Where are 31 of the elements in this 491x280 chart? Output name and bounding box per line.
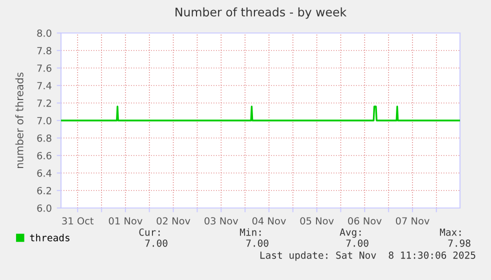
y-tick-label: 6.6 <box>37 152 52 160</box>
x-tick-label: 01 Nov <box>108 217 142 225</box>
y-tick-label: 6.4 <box>37 169 52 177</box>
y-tick-label: 6.0 <box>37 204 52 212</box>
y-tick-label: 7.4 <box>37 82 52 90</box>
x-tick-label: 02 Nov <box>156 217 190 225</box>
text: Last update: Sat Nov 8 11:30:06 2025 <box>260 251 476 261</box>
text: 7.00 <box>346 239 368 247</box>
x-tick-label: 06 Nov <box>348 217 382 225</box>
text: Cur: <box>139 228 160 236</box>
y-tick-label: 7.6 <box>37 64 52 72</box>
text: 7.98 <box>448 239 470 247</box>
x-tick-label: 07 Nov <box>396 217 430 225</box>
y-tick-label: 7.2 <box>37 99 51 107</box>
x-tick-label: 03 Nov <box>204 217 238 225</box>
x-tick-label: 05 Nov <box>300 217 334 225</box>
y-axis-title: number of threads <box>15 72 24 168</box>
text: 7.00 <box>246 239 268 247</box>
chart-title: Number of threads - by week <box>176 7 347 19</box>
text: Avg: <box>340 228 361 238</box>
y-tick-label: 6.8 <box>37 134 52 142</box>
y-tick-label: 6.2 <box>37 186 51 194</box>
x-tick-label: 04 Nov <box>252 217 286 225</box>
y-tick-label: 8.0 <box>37 29 52 37</box>
text: Min: <box>240 228 261 236</box>
y-tick-label: 7.8 <box>37 46 52 54</box>
x-tick-label: 31 Oct <box>62 217 94 225</box>
text: 7.00 <box>145 239 168 247</box>
legend-label: threads <box>30 234 70 242</box>
text: Max: <box>440 228 461 236</box>
y-tick-label: 7.0 <box>37 116 52 124</box>
